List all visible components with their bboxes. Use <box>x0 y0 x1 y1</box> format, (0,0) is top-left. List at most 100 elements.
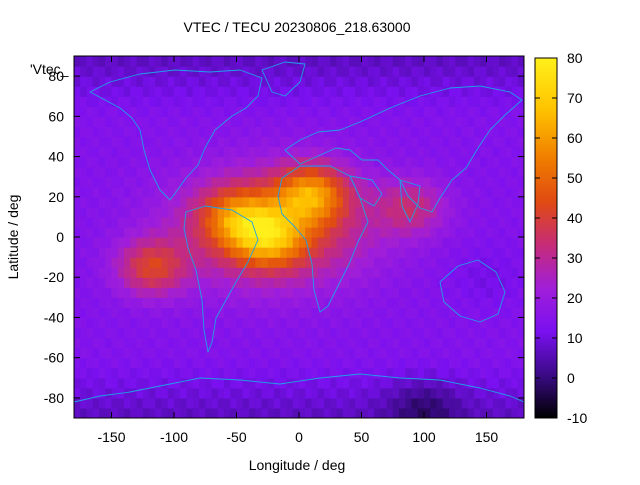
heatmap-cell <box>392 307 400 319</box>
heatmap-cell <box>292 66 300 77</box>
heatmap-cell <box>267 226 275 238</box>
colorbar-tick-label: 70 <box>567 90 583 106</box>
heatmap-cell <box>505 156 513 168</box>
heatmap-cell <box>355 66 363 77</box>
heatmap-cell <box>486 247 494 258</box>
heatmap-cell <box>74 56 81 67</box>
heatmap-cell <box>467 247 475 258</box>
heatmap-cell <box>217 377 225 389</box>
heatmap-cell <box>480 327 488 339</box>
heatmap-cell <box>242 156 250 168</box>
heatmap-cell <box>261 96 269 107</box>
heatmap-cell <box>236 186 244 198</box>
heatmap-cell <box>449 66 456 77</box>
heatmap-cell <box>205 327 213 339</box>
heatmap-cell <box>417 146 425 158</box>
heatmap-cell <box>367 337 375 349</box>
heatmap-cell <box>424 86 431 97</box>
heatmap-cell <box>380 277 388 288</box>
heatmap-cell <box>80 196 88 208</box>
heatmap-cell <box>330 206 338 218</box>
heatmap-cell <box>230 347 238 359</box>
heatmap-cell <box>174 277 181 288</box>
heatmap-cell <box>349 367 356 379</box>
heatmap-cell <box>155 226 163 238</box>
heatmap-cell <box>330 226 338 238</box>
heatmap-cell <box>392 76 400 87</box>
heatmap-cell <box>424 407 431 418</box>
heatmap-cell <box>261 387 269 399</box>
heatmap-cell <box>361 307 369 319</box>
heatmap-cell <box>424 377 431 389</box>
heatmap-cell <box>392 126 400 138</box>
heatmap-cell <box>167 337 175 349</box>
heatmap-cell <box>261 327 269 339</box>
heatmap-cell <box>249 407 256 418</box>
heatmap-cell <box>286 136 294 148</box>
heatmap-cell <box>167 387 175 399</box>
heatmap-cell <box>380 307 388 319</box>
heatmap-cell <box>92 166 100 178</box>
heatmap-cell <box>117 156 125 168</box>
heatmap-cell <box>511 96 519 107</box>
heatmap-cell <box>399 327 406 339</box>
heatmap-cell <box>230 126 238 138</box>
heatmap-cell <box>517 126 524 138</box>
heatmap-cell <box>167 317 175 329</box>
heatmap-cell <box>367 116 375 127</box>
heatmap-cell <box>117 196 125 208</box>
heatmap-cell <box>86 76 94 87</box>
heatmap-cell <box>242 136 250 148</box>
heatmap-cell <box>249 136 256 148</box>
heatmap-cell <box>474 397 481 409</box>
heatmap-cell <box>255 267 263 278</box>
heatmap-cell <box>267 297 275 308</box>
heatmap-cell <box>411 407 419 418</box>
heatmap-cell <box>324 357 331 369</box>
heatmap-cell <box>274 176 281 188</box>
heatmap-cell <box>130 297 138 308</box>
heatmap-cell <box>161 56 169 67</box>
heatmap-cell <box>499 126 506 138</box>
heatmap-cell <box>236 116 244 127</box>
heatmap-cell <box>467 377 475 389</box>
heatmap-cell <box>261 277 269 288</box>
heatmap-cell <box>317 377 325 389</box>
heatmap-cell <box>136 307 144 319</box>
heatmap-cell <box>80 347 88 359</box>
heatmap-cell <box>461 86 469 97</box>
heatmap-cell <box>180 126 188 138</box>
heatmap-cell <box>324 216 331 228</box>
heatmap-cell <box>211 307 219 319</box>
heatmap-cell <box>349 387 356 399</box>
heatmap-cell <box>386 387 394 399</box>
heatmap-cell <box>330 237 338 248</box>
heatmap-cell <box>124 377 131 389</box>
heatmap-cell <box>455 66 463 77</box>
heatmap-cell <box>380 267 388 278</box>
heatmap-cell <box>374 277 381 288</box>
heatmap-cell <box>161 186 169 198</box>
heatmap-cell <box>86 216 94 228</box>
heatmap-cell <box>180 347 188 359</box>
heatmap-cell <box>380 56 388 67</box>
heatmap-cell <box>517 347 524 359</box>
heatmap-cell <box>299 196 306 208</box>
heatmap-cell <box>211 367 219 379</box>
heatmap-cell <box>467 367 475 379</box>
heatmap-cell <box>492 397 500 409</box>
heatmap-cell <box>442 56 450 67</box>
heatmap-cell <box>236 347 244 359</box>
heatmap-cell <box>267 357 275 369</box>
heatmap-cell <box>355 56 363 67</box>
heatmap-cell <box>286 106 294 117</box>
heatmap-cell <box>174 76 181 87</box>
heatmap-cell <box>280 126 288 138</box>
heatmap-cell <box>386 66 394 77</box>
heatmap-cell <box>480 307 488 319</box>
heatmap-cell <box>186 76 194 87</box>
heatmap-cell <box>461 56 469 67</box>
heatmap-cell <box>455 407 463 418</box>
heatmap-cell <box>286 126 294 138</box>
heatmap-cell <box>192 86 200 97</box>
